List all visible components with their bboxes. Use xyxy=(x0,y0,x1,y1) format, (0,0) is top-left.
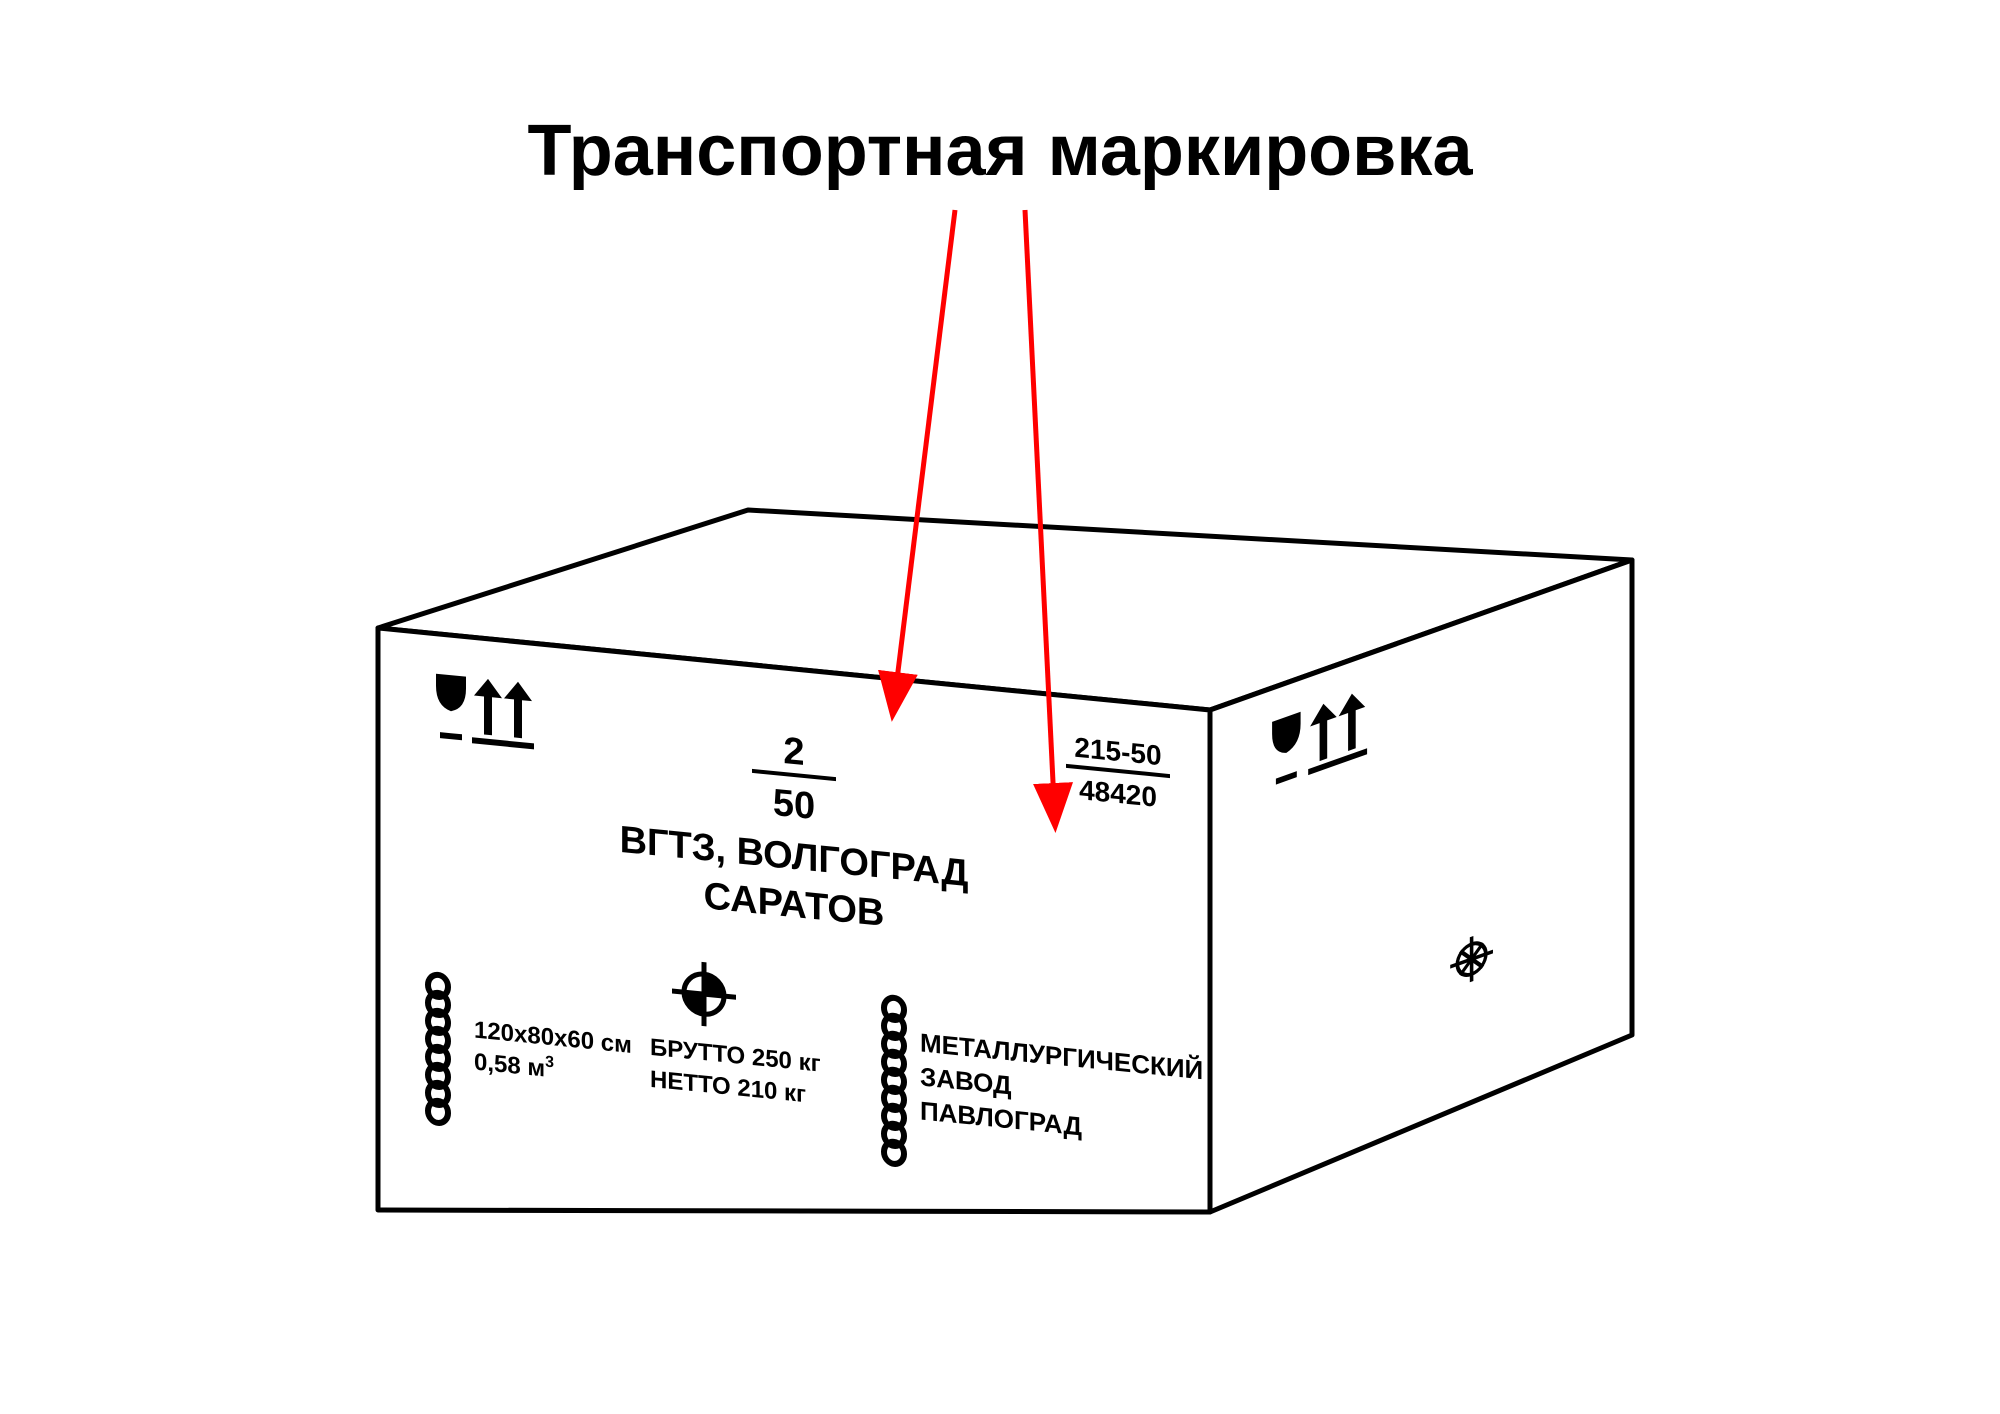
fraction-bottom: 50 xyxy=(773,782,815,828)
diagram-canvas: 2 50 ВГТЗ, ВОЛГОГРАД САРАТОВ 215-50 4842… xyxy=(0,0,2000,1414)
fraction-top: 2 xyxy=(783,730,804,774)
sling-here-left-icon xyxy=(428,974,448,1124)
